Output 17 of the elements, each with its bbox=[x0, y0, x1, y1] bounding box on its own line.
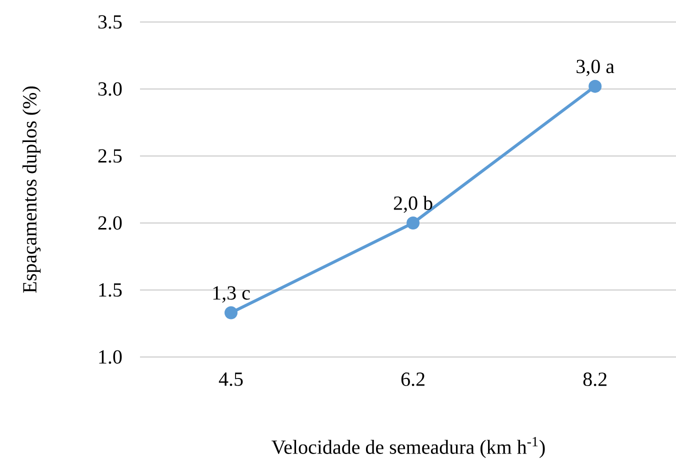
y-tick-label: 3.0 bbox=[98, 82, 122, 96]
x-tick-label: 8.2 bbox=[583, 372, 606, 386]
y-tick-label: 1.0 bbox=[99, 350, 122, 364]
point bbox=[224, 306, 238, 320]
data-label: 3,0 a bbox=[576, 60, 614, 76]
y-tick-label: 1.5 bbox=[99, 283, 122, 297]
x-tick-label: 4.5 bbox=[218, 372, 243, 386]
x-axis-title: Velocidade de semeadura (km h$^{-1}$) bbox=[272, 436, 545, 458]
data-label: 2,0 b bbox=[394, 196, 432, 213]
y-tick-label: 3.5 bbox=[98, 15, 122, 29]
y-axis-title: Espaçamentos duplos (%) bbox=[22, 86, 41, 293]
x-tick-label: 6.2 bbox=[401, 372, 424, 386]
y-tick-label: 2.5 bbox=[98, 149, 122, 163]
y-tick-label: 2.0 bbox=[98, 216, 122, 230]
point bbox=[406, 216, 420, 230]
data-label: 1,3 c bbox=[213, 286, 250, 303]
point bbox=[588, 80, 602, 93]
